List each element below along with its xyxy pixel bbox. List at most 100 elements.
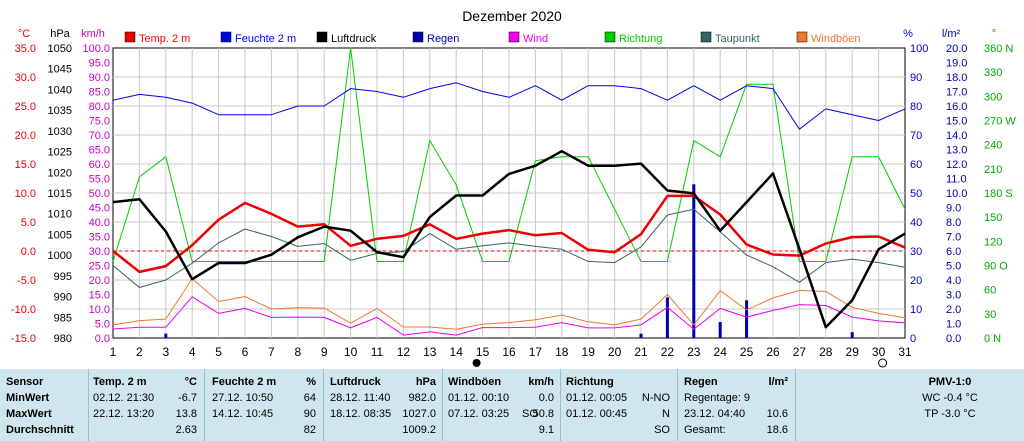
tick-label-hpa: 1040 bbox=[48, 84, 72, 96]
tick-label-x: 26 bbox=[766, 345, 780, 359]
stats-temp-avg: 2.63 bbox=[175, 424, 197, 436]
legend-label: Regen bbox=[427, 33, 459, 45]
tick-label-x: 17 bbox=[529, 345, 543, 359]
tick-label-rain: 14.0 bbox=[946, 130, 967, 142]
tick-label-x: 21 bbox=[634, 345, 648, 359]
stats-humidity-max-time: 14.12. 10:45 bbox=[212, 408, 274, 420]
tick-label-x: 7 bbox=[268, 345, 275, 359]
stats-pressure-min-value: 982.0 bbox=[408, 392, 436, 404]
tick-label-temp: 15.0 bbox=[15, 159, 36, 171]
series-line-wind bbox=[112, 296, 906, 336]
axis-unit-hpa: hPa bbox=[50, 28, 70, 40]
axis-unit-percent: % bbox=[903, 28, 913, 40]
rain-bar bbox=[639, 333, 643, 338]
tick-label-kmh: 40.0 bbox=[89, 217, 110, 229]
tick-label-percent: 100 bbox=[910, 43, 928, 55]
stats-rain-days: Regentage: 9 bbox=[684, 392, 751, 404]
legend-label: Richtung bbox=[619, 33, 662, 45]
tick-label-x: 2 bbox=[136, 345, 143, 359]
tick-label-percent: 40 bbox=[910, 217, 922, 229]
rain-bar bbox=[665, 297, 669, 338]
tick-label-hpa: 1030 bbox=[48, 126, 72, 138]
tick-label-rain: 3.0 bbox=[946, 290, 961, 302]
tick-label-dir: 90 O bbox=[984, 261, 1008, 273]
stats-gust-avg: 9.1 bbox=[538, 424, 554, 436]
legend-swatch bbox=[796, 31, 808, 43]
stats-direction-max-value: N bbox=[662, 408, 670, 420]
tick-label-temp: 30.0 bbox=[15, 72, 36, 84]
tick-label-hpa: 1015 bbox=[48, 188, 72, 200]
stats-rain-max-time: 23.12. 04:40 bbox=[684, 408, 746, 420]
tick-label-kmh: 30.0 bbox=[89, 246, 110, 258]
stats-separator bbox=[442, 369, 443, 441]
stats-separator bbox=[204, 369, 205, 441]
stats-separator bbox=[560, 369, 561, 441]
stats-gust-header: Windböen bbox=[448, 376, 502, 388]
tick-label-hpa: 980 bbox=[54, 333, 72, 345]
stats-separator bbox=[795, 369, 796, 441]
legend-label: Luftdruck bbox=[331, 33, 377, 45]
stats-gust-max-time: 07.12. 03:25 bbox=[448, 408, 510, 420]
tick-label-dir: 0 N bbox=[984, 333, 1001, 345]
stats-temp-min-time: 02.12. 21:30 bbox=[93, 392, 155, 404]
stats-gust-min-value: 0.0 bbox=[538, 392, 554, 404]
tick-label-percent: 70 bbox=[910, 130, 922, 142]
stats-temp-max-time: 22.12. 13:20 bbox=[93, 408, 155, 420]
tick-label-percent: 30 bbox=[910, 246, 922, 258]
tick-label-kmh: 10.0 bbox=[89, 304, 110, 316]
tick-label-kmh: 50.0 bbox=[89, 188, 110, 200]
tick-label-percent: 20 bbox=[910, 275, 922, 287]
stats-pressure-max-value: 1027.0 bbox=[402, 408, 436, 420]
legend-swatch bbox=[220, 31, 232, 43]
tick-label-rain: 18.0 bbox=[946, 72, 967, 84]
tick-label-x: 31 bbox=[898, 345, 912, 359]
tick-label-rain: 15.0 bbox=[946, 116, 967, 128]
tick-label-x: 4 bbox=[189, 345, 196, 359]
tick-label-rain: 10.0 bbox=[946, 188, 967, 200]
tick-label-kmh: 25.0 bbox=[89, 261, 110, 273]
tick-label-x: 23 bbox=[687, 345, 701, 359]
tick-label-kmh: 65.0 bbox=[89, 145, 110, 157]
stats-humidity-max-value: 90 bbox=[303, 408, 316, 420]
tick-label-rain: 20.0 bbox=[946, 43, 967, 55]
stats-pmv-tp: TP -3.0 °C bbox=[924, 408, 976, 420]
tick-label-x: 11 bbox=[371, 345, 384, 359]
axes: 35.030.025.020.015.010.05.00.0-5.0-10.0-… bbox=[11, 28, 1016, 368]
tick-label-rain: 7.0 bbox=[946, 232, 961, 244]
tick-label-rain: 19.0 bbox=[946, 58, 967, 70]
stats-separator bbox=[88, 369, 89, 441]
tick-label-dir: 120 bbox=[984, 236, 1002, 248]
legend-swatch bbox=[412, 31, 424, 43]
tick-label-x: 24 bbox=[714, 345, 728, 359]
tick-label-x: 9 bbox=[321, 345, 328, 359]
stats-gust-max-value: 50.8 bbox=[532, 408, 554, 420]
tick-label-x: 28 bbox=[819, 345, 833, 359]
tick-label-hpa: 1035 bbox=[48, 105, 72, 117]
tick-label-temp: 0.0 bbox=[21, 246, 36, 258]
stats-temp-max-value: 13.8 bbox=[175, 408, 197, 420]
tick-label-rain: 6.0 bbox=[946, 246, 961, 258]
tick-label-x: 14 bbox=[450, 345, 464, 359]
tick-label-kmh: 60.0 bbox=[89, 159, 110, 171]
series-line-taupunkt bbox=[112, 208, 906, 288]
tick-label-kmh: 5.0 bbox=[95, 319, 110, 331]
stats-max-label: MaxWert bbox=[6, 408, 52, 420]
tick-label-kmh: 70.0 bbox=[89, 130, 110, 142]
series-lines bbox=[112, 47, 906, 336]
stats-separator bbox=[677, 369, 678, 441]
tick-label-rain: 16.0 bbox=[946, 101, 967, 113]
stats-rain-total-value: 18.6 bbox=[766, 424, 788, 436]
stats-direction-avg: SO bbox=[654, 424, 670, 436]
tick-label-kmh: 80.0 bbox=[89, 101, 110, 113]
stats-min-label: MinWert bbox=[6, 392, 50, 404]
tick-label-rain: 12.0 bbox=[946, 159, 967, 171]
tick-label-x: 1 bbox=[110, 345, 117, 359]
rain-bars bbox=[164, 184, 854, 338]
axis-unit-temp: °C bbox=[18, 28, 30, 40]
tick-label-kmh: 15.0 bbox=[89, 290, 110, 302]
tick-label-hpa: 1000 bbox=[48, 250, 72, 262]
tick-label-percent: 0 bbox=[910, 333, 916, 345]
tick-label-hpa: 1045 bbox=[48, 64, 72, 76]
tick-label-x: 18 bbox=[555, 345, 569, 359]
tick-label-rain: 4.0 bbox=[946, 275, 961, 287]
